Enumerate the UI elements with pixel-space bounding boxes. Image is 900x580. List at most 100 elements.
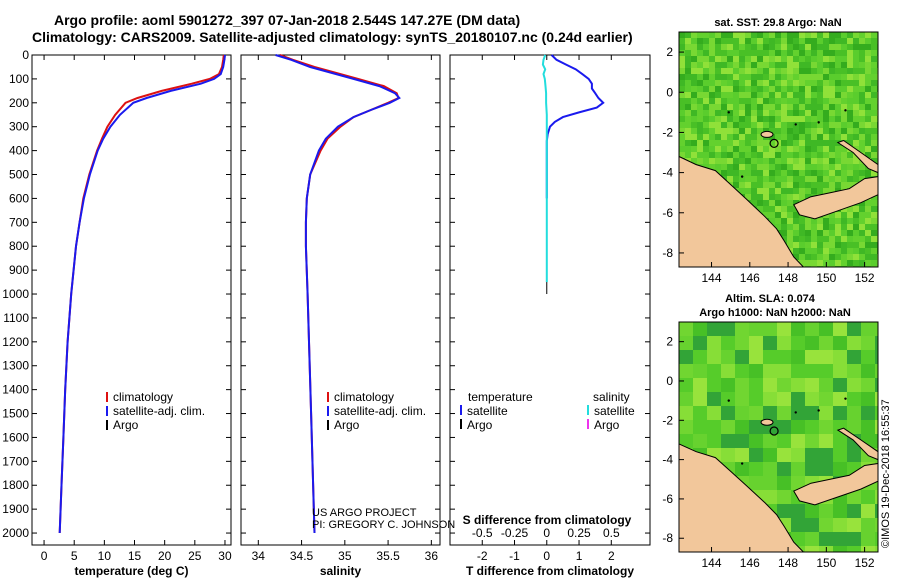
map-cell	[817, 116, 823, 122]
map-cell	[769, 110, 775, 116]
map-cell	[805, 260, 811, 266]
legend-label: Argo	[113, 418, 139, 432]
map-cell	[805, 350, 819, 364]
map-cell	[841, 38, 847, 44]
map-cell	[835, 122, 841, 128]
map-cell	[697, 146, 703, 152]
map-cell	[871, 230, 877, 236]
map-cell	[769, 38, 775, 44]
map-cell	[703, 44, 709, 50]
map-cell	[751, 44, 757, 50]
map-cell	[781, 182, 787, 188]
map-cell	[847, 212, 853, 218]
map-cell	[853, 56, 859, 62]
map-cell	[733, 50, 739, 56]
map-cell	[817, 104, 823, 110]
map-cell	[871, 146, 877, 152]
map-cell	[787, 134, 793, 140]
map-cell	[847, 248, 853, 254]
map-cell	[811, 110, 817, 116]
map-cell	[823, 98, 829, 104]
map-cell	[805, 434, 819, 448]
map-cell	[793, 182, 799, 188]
map-cell	[835, 74, 841, 80]
series-line-satellite-adj-clim-	[275, 54, 401, 534]
map-cell	[853, 128, 859, 134]
ytick-label: 700	[9, 215, 29, 229]
map-cell	[833, 448, 847, 462]
map-cell	[833, 392, 847, 406]
map-cell	[703, 62, 709, 68]
map-cell	[733, 44, 739, 50]
map-cell	[775, 110, 781, 116]
map-cell	[791, 518, 805, 532]
map-cell	[819, 420, 833, 434]
map-cell	[781, 86, 787, 92]
map-cell	[829, 140, 835, 146]
map-cell	[829, 182, 835, 188]
panel-frame-difference	[449, 54, 651, 546]
small-island	[794, 411, 797, 414]
map-cell	[693, 392, 707, 406]
map-cell	[865, 152, 871, 158]
xtick-label: -2	[477, 549, 488, 563]
map-cell	[721, 56, 727, 62]
map-cell	[703, 92, 709, 98]
map-cell	[875, 406, 878, 420]
map-cell	[823, 254, 829, 260]
map-ytick-label: -4	[662, 453, 673, 467]
map-cell	[847, 170, 853, 176]
map-cell	[721, 116, 727, 122]
map-cell	[791, 504, 805, 518]
map-cell	[709, 146, 715, 152]
map-cell	[697, 104, 703, 110]
map-cell	[733, 134, 739, 140]
map-cell	[819, 434, 833, 448]
map-cell	[871, 170, 877, 176]
map-cell	[733, 98, 739, 104]
map-cell	[781, 140, 787, 146]
map-cell	[781, 236, 787, 242]
map-cell	[847, 182, 853, 188]
map-cell	[763, 322, 777, 336]
map-cell	[793, 104, 799, 110]
map-cell	[721, 92, 727, 98]
map-cell	[721, 406, 735, 420]
map-cell	[791, 420, 805, 434]
map-cell	[841, 62, 847, 68]
map-cell	[805, 322, 819, 336]
map-cell	[793, 158, 799, 164]
map-cell	[751, 38, 757, 44]
map-cell	[861, 546, 875, 552]
map-cell	[811, 104, 817, 110]
map-cell	[745, 152, 751, 158]
map-cell	[833, 322, 847, 336]
map-cell	[769, 92, 775, 98]
map-cell	[841, 236, 847, 242]
map-cell	[817, 170, 823, 176]
map-cell	[847, 158, 853, 164]
map-cell	[787, 38, 793, 44]
map-cell	[805, 110, 811, 116]
map-cell	[787, 224, 793, 230]
map-cell	[787, 122, 793, 128]
map-cell	[781, 146, 787, 152]
map-cell	[805, 170, 811, 176]
map-cell	[805, 128, 811, 134]
map-cell	[799, 62, 805, 68]
map-cell	[781, 116, 787, 122]
map-cell	[691, 158, 697, 164]
map-cell	[709, 68, 715, 74]
map-cell	[749, 322, 763, 336]
map-cell	[835, 164, 841, 170]
map-cell	[769, 140, 775, 146]
map-cell	[775, 206, 781, 212]
map-cell	[691, 86, 697, 92]
map-cell	[769, 104, 775, 110]
map-cell	[865, 44, 871, 50]
map-frame-sst	[678, 31, 879, 268]
map-cell	[823, 92, 829, 98]
map-cell	[751, 86, 757, 92]
map-cell	[735, 350, 749, 364]
map-cell	[781, 128, 787, 134]
